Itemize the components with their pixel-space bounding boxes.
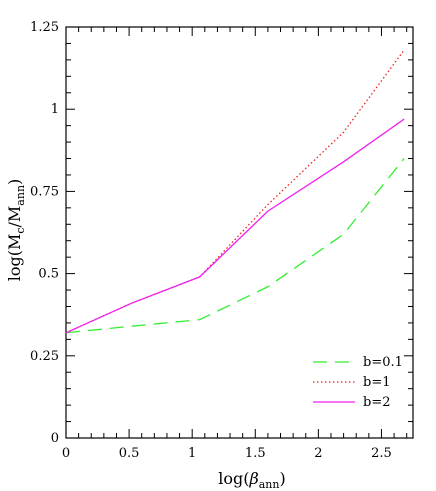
legend-label: b=0.1	[363, 355, 403, 370]
series-line-b-0-1	[65, 158, 405, 334]
axis-tick-labels: 0 0.5 1 1.5 2 2.5 0 0.25 0.5 0.75 1 1.25	[30, 20, 392, 461]
x-tick-label: 1.5	[245, 446, 266, 461]
y-tick-label: 0	[51, 431, 59, 446]
x-tick-label: 2	[314, 446, 322, 461]
x-tick-label: 0	[62, 446, 70, 461]
y-tick-label: 0.75	[30, 184, 59, 199]
x-tick-label: 2.5	[371, 446, 392, 461]
axis-ticks	[65, 26, 413, 439]
y-tick-label: 0.25	[30, 349, 59, 364]
legend-label: b=2	[363, 395, 391, 410]
series-line-b-2	[65, 118, 405, 334]
y-tick-label: 1	[51, 102, 59, 117]
y-tick-label: 0.5	[38, 267, 59, 282]
y-axis-label: log(Mc/Mann)	[5, 179, 27, 282]
series-line-b-1	[65, 49, 405, 334]
data-series	[65, 49, 405, 334]
legend: b=0.1 b=1 b=2	[313, 355, 403, 410]
plot-area	[65, 26, 414, 439]
x-tick-label: 0.5	[119, 446, 140, 461]
x-axis-label: log(βann)	[218, 469, 285, 491]
x-tick-label: 1	[188, 446, 196, 461]
plot-frame	[65, 26, 414, 439]
y-tick-label: 1.25	[30, 20, 59, 35]
legend-label: b=1	[363, 375, 391, 390]
